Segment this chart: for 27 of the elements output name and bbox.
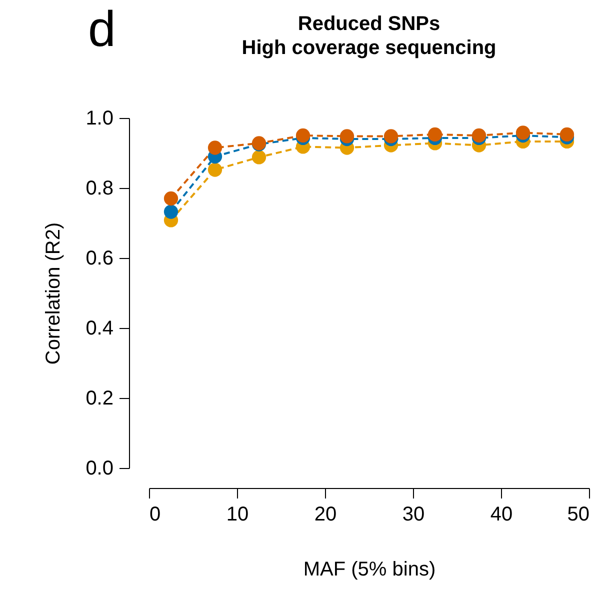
- y-tick-label: 0.2: [86, 388, 114, 410]
- y-axis-title: Correlation (R2): [42, 222, 65, 365]
- chart-subtitle: High coverage sequencing: [242, 37, 496, 59]
- point: [208, 140, 222, 155]
- point: [560, 127, 574, 142]
- y-tick-label: 0.4: [86, 318, 114, 340]
- x-tick-label: 30: [402, 504, 425, 526]
- y-tick-label: 0.0: [86, 458, 114, 480]
- point: [208, 162, 222, 177]
- point: [428, 127, 442, 142]
- point: [384, 129, 398, 144]
- x-tick-label: 0: [150, 504, 161, 526]
- x-tick-label: 10: [226, 504, 249, 526]
- x-axis-title: MAF (5% bins): [303, 558, 436, 580]
- chart-title: Reduced SNPs: [298, 13, 440, 35]
- x-tick-label: 20: [314, 504, 337, 526]
- y-tick-label: 1.0: [86, 108, 114, 130]
- point: [164, 204, 178, 219]
- y-tick-label: 0.8: [86, 178, 114, 200]
- text: d: [88, 0, 116, 58]
- point: [516, 126, 530, 140]
- x-tick-label: 40: [490, 504, 513, 526]
- y-tick-label: 0.6: [86, 248, 114, 270]
- point: [340, 129, 354, 144]
- point: [252, 150, 266, 164]
- x-tick-label: 50: [567, 504, 590, 526]
- point: [164, 191, 178, 206]
